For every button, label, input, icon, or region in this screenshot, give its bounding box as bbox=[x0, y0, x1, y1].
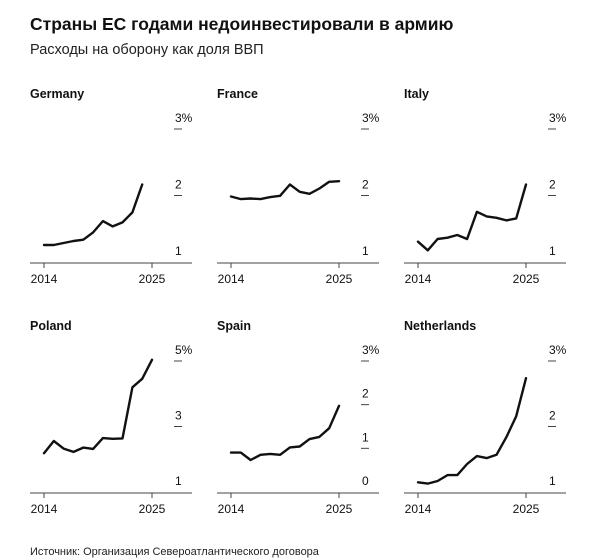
panel-poland: Poland 1 3 5% 2014 2025 bbox=[30, 319, 193, 516]
panel-germany: Germany 1 2 3% 2014 2025 bbox=[30, 87, 193, 286]
series-line bbox=[416, 377, 528, 485]
y-tick-label: 3% bbox=[549, 343, 567, 357]
x-tick-label: 2025 bbox=[139, 502, 166, 516]
x-tick-label: 2025 bbox=[326, 502, 353, 516]
y-tick-label: 1 bbox=[549, 244, 556, 258]
x-tick-label: 2025 bbox=[326, 272, 353, 286]
x-tick-label: 2014 bbox=[405, 502, 432, 516]
panel-title: Netherlands bbox=[404, 319, 476, 333]
series-line bbox=[229, 179, 341, 201]
y-tick-label: 2 bbox=[549, 178, 556, 192]
series-line bbox=[42, 358, 154, 455]
y-tick-label: 1 bbox=[175, 244, 182, 258]
panel-netherlands: Netherlands 1 2 3% 2014 2025 bbox=[404, 319, 567, 516]
panel-title: Germany bbox=[30, 87, 84, 101]
y-tick-label: 1 bbox=[362, 430, 369, 444]
series-line bbox=[416, 183, 528, 252]
y-tick-label: 1 bbox=[362, 244, 369, 258]
series-line bbox=[42, 183, 144, 247]
y-tick-label: 3% bbox=[175, 111, 193, 125]
panel-france: France 1 2 3% 2014 2025 bbox=[217, 87, 380, 286]
panel-italy: Italy 1 2 3% 2014 2025 bbox=[404, 87, 567, 286]
x-tick-label: 2014 bbox=[218, 272, 245, 286]
x-tick-label: 2025 bbox=[139, 272, 166, 286]
y-tick-label: 2 bbox=[549, 409, 556, 423]
chart-subtitle: Расходы на оборону как доля ВВП bbox=[30, 42, 264, 58]
y-tick-label: 5% bbox=[175, 343, 193, 357]
x-tick-label: 2014 bbox=[31, 502, 58, 516]
chart-title: Страны ЕС годами недоинвестировали в арм… bbox=[30, 14, 454, 34]
series-line bbox=[229, 404, 341, 462]
y-tick-label: 2 bbox=[362, 178, 369, 192]
source-note: Источник: Организация Североатлантическо… bbox=[30, 546, 319, 558]
panel-spain: Spain 0 1 2 3% 2014 2025 bbox=[217, 319, 380, 516]
x-tick-label: 2014 bbox=[218, 502, 245, 516]
y-tick-label: 3 bbox=[175, 409, 182, 423]
x-tick-label: 2025 bbox=[513, 502, 540, 516]
y-tick-label: 0 bbox=[362, 474, 369, 488]
y-tick-label: 3% bbox=[362, 111, 380, 125]
panel-title: Poland bbox=[30, 319, 72, 333]
y-tick-label: 1 bbox=[175, 474, 182, 488]
y-tick-label: 3% bbox=[362, 343, 380, 357]
panel-title: France bbox=[217, 87, 258, 101]
x-tick-label: 2014 bbox=[405, 272, 432, 286]
panel-title: Italy bbox=[404, 87, 429, 101]
y-tick-label: 2 bbox=[362, 387, 369, 401]
panel-title: Spain bbox=[217, 319, 251, 333]
y-tick-label: 2 bbox=[175, 178, 182, 192]
y-tick-label: 3% bbox=[549, 111, 567, 125]
y-tick-label: 1 bbox=[549, 474, 556, 488]
x-tick-label: 2014 bbox=[31, 272, 58, 286]
x-tick-label: 2025 bbox=[513, 272, 540, 286]
